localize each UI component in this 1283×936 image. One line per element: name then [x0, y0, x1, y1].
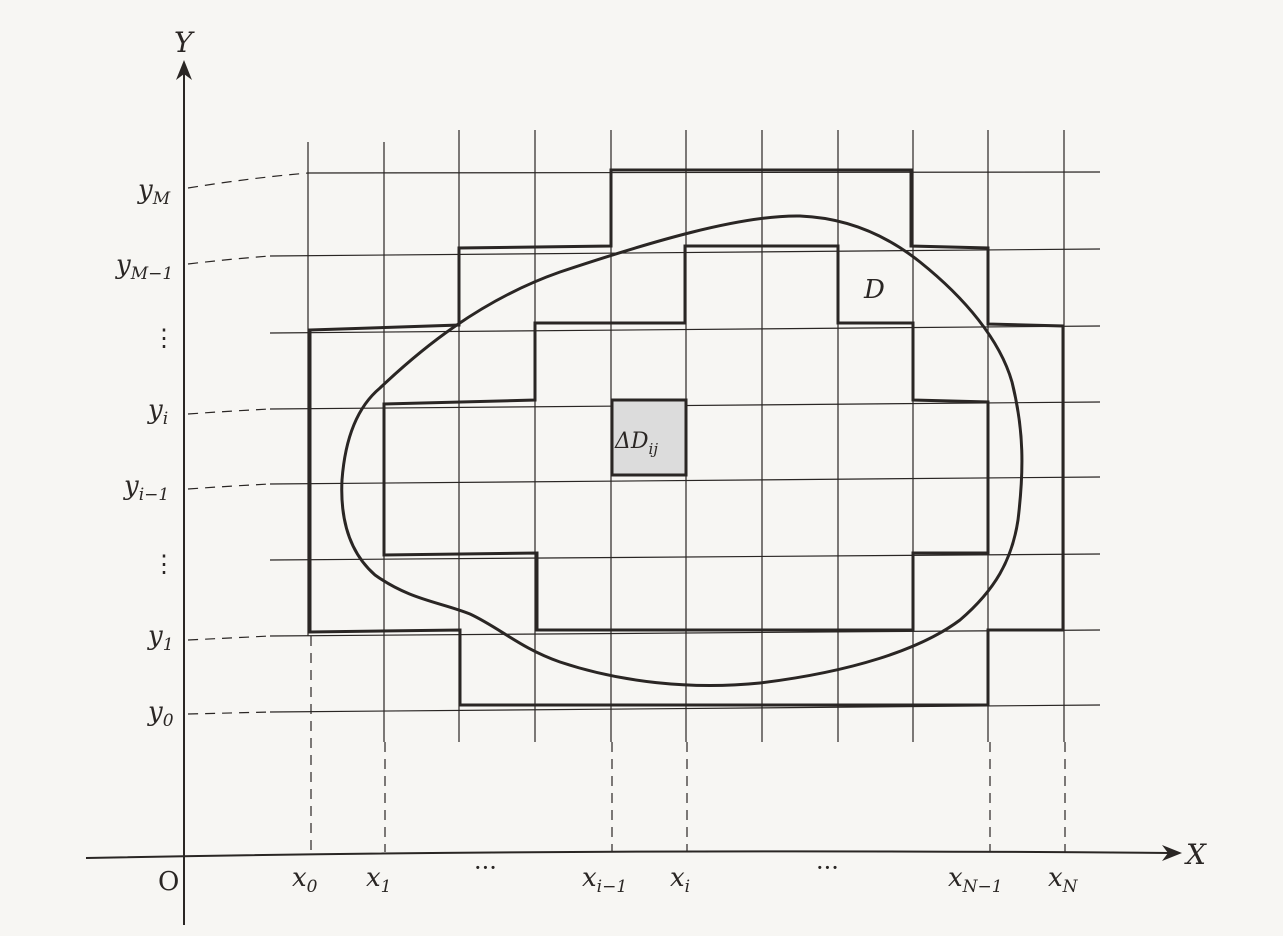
y-tick-main: y: [147, 621, 163, 651]
y-tick-main: y: [137, 175, 153, 205]
y-tick-sub: i−1: [139, 485, 170, 505]
x-tick-sub: 0: [307, 877, 318, 897]
x-tick-main: x: [292, 863, 307, 893]
x-tick-sub: N: [1062, 877, 1079, 897]
outer-approximation-boundary: [308, 168, 1065, 707]
y-guide: [187, 255, 271, 265]
x-tick-label: xi−1: [582, 863, 627, 897]
x-tick-main: x: [582, 863, 597, 893]
y-tick-sub: M: [152, 189, 171, 209]
y-tick-sub: M−1: [130, 264, 173, 284]
x-tick-label: x1: [366, 863, 392, 897]
grid-horizontal: [269, 325, 1101, 334]
x-tick-main: x: [670, 863, 685, 893]
x-tick-sub: i: [685, 877, 690, 897]
y-tick-sub: i: [163, 409, 168, 429]
x-ellipsis: ···: [816, 854, 839, 882]
y-axis-arrowhead: [176, 60, 192, 80]
x-tick-main: x: [366, 863, 381, 893]
dashed-guides: [187, 172, 1066, 852]
y-tick-label: yM: [137, 175, 171, 209]
x-tick-label: xi: [670, 863, 690, 897]
y-guide: [187, 711, 271, 715]
cell-label: ΔDij: [614, 429, 658, 458]
x-tick-sub: N−1: [962, 877, 1003, 897]
axes: [85, 60, 1182, 925]
cell-label-main: ΔD: [614, 429, 649, 454]
grid-horizontal: [269, 629, 1101, 637]
y-guide: [187, 635, 271, 641]
y-axis-label: Y: [174, 26, 195, 59]
y-tick-label: y1: [147, 621, 174, 655]
grid-horizontal: [269, 553, 1101, 561]
highlighted-cell: [610, 398, 688, 477]
y-guide: [187, 172, 309, 189]
x-tick-sub: 1: [381, 877, 392, 897]
y-tick-main: y: [147, 395, 163, 425]
x-axis-label: X: [1184, 838, 1207, 871]
y-tick-label: yM−1: [115, 250, 173, 284]
x-tick-label: xN−1: [948, 863, 1003, 897]
y-tick-main: y: [123, 471, 139, 501]
x-axis: [85, 850, 1171, 859]
x-tick-main: x: [1048, 863, 1063, 893]
x-axis-arrowhead: [1162, 845, 1182, 861]
y-guide: [187, 483, 271, 490]
y-tick-main: y: [115, 250, 131, 280]
inner-approximation-boundary: [382, 244, 990, 632]
x-tick-label: x0: [292, 863, 318, 897]
y-tick-sub: 0: [163, 711, 174, 731]
y-tick-sub: 1: [163, 635, 174, 655]
y-ellipsis: ⋮: [152, 550, 176, 578]
region-d-curve: [340, 214, 1024, 687]
x-tick-main: x: [948, 863, 963, 893]
origin-label: O: [158, 867, 179, 897]
y-tick-label: y0: [147, 697, 174, 731]
x-tick-label: xN: [1048, 863, 1079, 897]
y-ellipsis: ⋮: [152, 324, 176, 352]
grid-horizontal: [307, 171, 1101, 174]
x-tick-sub: i−1: [597, 877, 628, 897]
cell-label-sub: ij: [649, 440, 659, 458]
y-tick-label: yi: [147, 395, 168, 429]
x-ellipsis: ···: [474, 854, 497, 882]
y-guide: [187, 408, 271, 415]
grid-horizontal: [269, 476, 1101, 485]
y-tick-main: y: [147, 697, 163, 727]
y-tick-label: yi−1: [123, 471, 169, 505]
region-label: D: [863, 275, 885, 305]
